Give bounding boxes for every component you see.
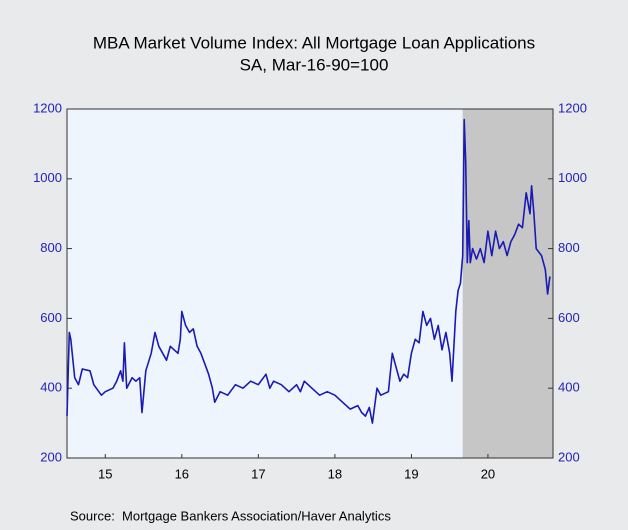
x-tick-label: 20 (481, 466, 495, 481)
x-tick-label: 17 (251, 466, 265, 481)
y-tick-label: 600 (40, 310, 62, 325)
source-note: Source: Mortgage Bankers Association/Hav… (70, 508, 391, 523)
plot-frame (66, 108, 554, 459)
x-tick-label: 16 (175, 466, 189, 481)
y-tick-label: 1200 (33, 100, 62, 115)
x-tick-label: 18 (328, 466, 342, 481)
y2-tick-label: 800 (558, 240, 580, 255)
x-tick-label: 19 (404, 466, 418, 481)
shaded-region (462, 109, 553, 458)
y2-tick-label: 600 (558, 310, 580, 325)
chart-title: MBA Market Volume Index: All Mortgage Lo… (93, 33, 535, 52)
y2-tick-label: 400 (558, 380, 580, 395)
data-line (66, 118, 551, 424)
y2-tick-label: 200 (558, 449, 580, 464)
y2-tick-label: 1000 (558, 170, 587, 185)
y-tick-label: 1000 (33, 170, 62, 185)
chart-subtitle: SA, Mar-16-90=100 (240, 55, 389, 74)
y-tick-label: 800 (40, 240, 62, 255)
y-tick-label: 400 (40, 380, 62, 395)
y2-tick-label: 1200 (558, 100, 587, 115)
x-tick-label: 15 (98, 466, 112, 481)
y-tick-label: 200 (40, 449, 62, 464)
